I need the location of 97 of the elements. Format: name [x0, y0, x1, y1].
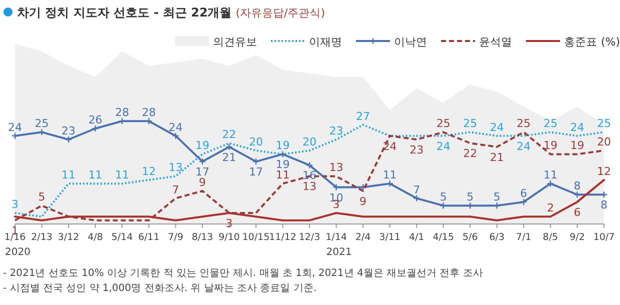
data-label: 8 [600, 198, 608, 212]
data-label: 17 [248, 166, 263, 179]
x-tick-label: 2/13 [31, 232, 52, 243]
data-label: 19 [570, 139, 584, 152]
data-label: 11 [88, 168, 102, 182]
data-label: 24 [490, 120, 504, 134]
data-label: 24 [436, 140, 450, 153]
x-tick-label: 6/3 [489, 232, 505, 243]
data-label: 28 [115, 106, 130, 120]
data-label: 16 [302, 169, 316, 182]
data-label: 25 [543, 117, 558, 130]
data-label: 24 [168, 120, 183, 134]
data-label: 28 [142, 106, 156, 120]
data-label: 25 [436, 117, 450, 130]
data-label: 22 [463, 147, 478, 160]
x-tick-label: 9/10 [218, 232, 240, 243]
data-label: 23 [62, 124, 76, 138]
data-label: 21 [490, 150, 504, 164]
data-label: 5 [493, 190, 500, 204]
data-label: 13 [168, 161, 183, 174]
x-tick-label: 5/14 [111, 232, 133, 243]
data-label: 24 [8, 120, 22, 134]
x-tick-label: 10/15 [242, 232, 270, 243]
legend-item: 의견유보 [175, 36, 257, 48]
data-label: 5 [38, 190, 46, 204]
data-label: 3 [12, 198, 18, 211]
data-label: 19 [276, 158, 290, 172]
x-tick-label: 10/7 [593, 232, 615, 243]
data-label: 5 [440, 190, 447, 204]
data-label: 8 [574, 180, 581, 193]
data-label: 2 [546, 202, 554, 215]
data-label: 7 [413, 183, 420, 196]
data-label: 11 [115, 168, 130, 182]
x-tick-label: 7/9 [168, 232, 184, 243]
x-tick-label: 1/14 [326, 232, 347, 243]
data-label: 6 [520, 186, 528, 200]
x-tick-label: 4/8 [88, 232, 103, 243]
data-label: 25 [463, 117, 478, 130]
text: 2021 [326, 247, 352, 258]
data-label: 24 [516, 140, 531, 153]
x-tick-label: 11/12 [269, 232, 296, 243]
x-tick-label: 8/5 [542, 232, 558, 243]
x-tick-label: 6/11 [138, 232, 160, 243]
data-label: 19 [195, 139, 210, 152]
data-label: 21 [222, 150, 236, 164]
data-label: 23 [410, 144, 424, 157]
data-label: 22 [222, 128, 236, 142]
data-label: 19 [543, 139, 558, 152]
legend-item: 홍준표 [526, 36, 597, 48]
data-label: 7 [172, 183, 180, 196]
text: - 2021년 선호도 10% 이상 기록한 적 있는 인물만 제시. 매월 초 1회, 2021년 4월은 재보궐선거 전후 조사 [3, 268, 483, 279]
y-axis-title: (%) [601, 36, 620, 48]
x-tick-label: 5/6 [462, 232, 478, 243]
data-label: 25 [597, 117, 611, 130]
x-tick-label: 12/3 [298, 232, 320, 243]
data-label: 12 [597, 164, 611, 178]
legend-label: 이낙연 [394, 36, 427, 48]
data-label: 19 [276, 139, 290, 152]
data-label: 13 [302, 180, 316, 194]
data-label: 11 [62, 168, 76, 182]
legend-label: 이재명 [309, 36, 342, 48]
data-label: 26 [88, 113, 102, 126]
data-label: 13 [329, 161, 344, 174]
data-label: 20 [597, 136, 611, 149]
data-label: 20 [302, 136, 316, 149]
data-label: 11 [382, 168, 397, 182]
legend-item: 이낙연 [356, 36, 427, 48]
chart-subtitle: (자유응답/주관식) [236, 6, 326, 20]
legend-label: 홍준표 [564, 36, 597, 48]
data-label: 25 [516, 117, 531, 130]
data-label: 11 [276, 168, 290, 182]
text: - 시점별 전국 성인 약 1,000명 전화조사. 위 날짜는 조사 종료일 기준. [3, 283, 317, 294]
data-label: 11 [543, 168, 558, 182]
data-label: 23 [329, 124, 344, 138]
legend-label: 윤석열 [479, 36, 512, 48]
legend-label: 의견유보 [213, 36, 257, 48]
data-label: 20 [248, 136, 263, 149]
data-label: 6 [574, 206, 581, 219]
chart-title: 차기 정치 지도자 선호도 - 최근 22개월 [17, 6, 232, 20]
data-label: 5 [466, 190, 474, 204]
data-label: 25 [34, 117, 49, 130]
data-label: 3 [226, 216, 233, 230]
data-label: 12 [142, 164, 156, 178]
x-tick-label: 7/1 [516, 232, 532, 243]
data-label: 27 [356, 110, 370, 123]
data-label: 24 [570, 120, 584, 134]
x-tick-label: 8/13 [192, 232, 214, 243]
legend-item: 이재명 [271, 36, 342, 48]
x-tick-label: 9/2 [570, 232, 585, 243]
x-tick-label: 4/1 [408, 232, 424, 243]
x-tick-label: 2/4 [355, 232, 371, 243]
legend-item: 윤석열 [441, 36, 512, 48]
text: 2020 [5, 247, 30, 258]
x-tick-label: 4/15 [432, 232, 454, 243]
x-tick-label: 3/11 [379, 232, 400, 243]
x-tick-label: 3/12 [58, 232, 80, 243]
data-label: 9 [360, 194, 367, 208]
